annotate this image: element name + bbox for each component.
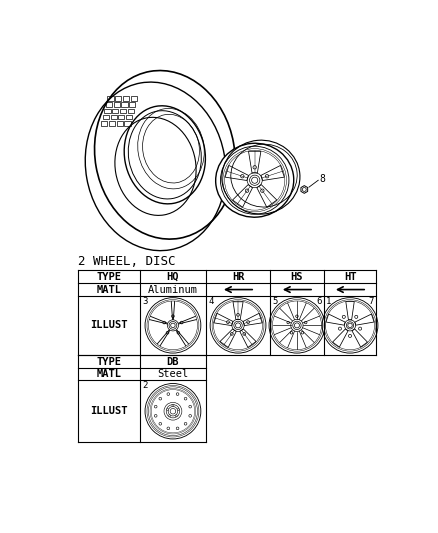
Bar <box>107 96 113 101</box>
Circle shape <box>180 321 183 324</box>
Circle shape <box>154 405 157 408</box>
Circle shape <box>296 315 298 318</box>
Text: Aluminum: Aluminum <box>148 285 198 295</box>
Bar <box>110 115 117 119</box>
Circle shape <box>265 174 269 178</box>
Circle shape <box>189 415 191 417</box>
Circle shape <box>159 398 162 400</box>
Bar <box>109 121 115 126</box>
Bar <box>101 121 107 126</box>
Text: HQ: HQ <box>167 272 179 282</box>
Text: ILLUST: ILLUST <box>90 320 128 330</box>
Circle shape <box>175 415 177 417</box>
Text: 4: 4 <box>208 296 214 305</box>
Bar <box>123 96 129 101</box>
Text: HR: HR <box>232 272 244 282</box>
Circle shape <box>247 321 250 324</box>
Circle shape <box>189 405 191 408</box>
Bar <box>113 102 120 107</box>
Bar <box>104 109 110 113</box>
Circle shape <box>177 409 179 410</box>
Circle shape <box>172 315 174 318</box>
Bar <box>118 115 124 119</box>
Circle shape <box>230 333 233 335</box>
Circle shape <box>166 409 169 410</box>
Bar <box>115 96 121 101</box>
Circle shape <box>184 398 187 400</box>
Text: HT: HT <box>344 272 356 282</box>
Bar <box>121 102 127 107</box>
Text: 7: 7 <box>369 296 374 305</box>
Text: 2: 2 <box>142 381 148 390</box>
Bar <box>117 121 123 126</box>
Text: 2 WHEEL, DISC: 2 WHEEL, DISC <box>78 255 176 268</box>
Circle shape <box>166 332 169 334</box>
Circle shape <box>359 327 362 330</box>
Text: TYPE: TYPE <box>96 272 121 282</box>
Text: Steel: Steel <box>157 369 189 379</box>
Text: MATL: MATL <box>96 369 121 379</box>
Circle shape <box>355 316 358 318</box>
Bar <box>127 109 134 113</box>
Circle shape <box>177 332 180 334</box>
Circle shape <box>261 189 264 192</box>
Circle shape <box>349 334 352 337</box>
Text: ILLUST: ILLUST <box>90 406 128 416</box>
Circle shape <box>304 321 307 324</box>
Circle shape <box>237 313 240 316</box>
Circle shape <box>342 316 345 318</box>
Circle shape <box>245 189 249 192</box>
Text: TYPE: TYPE <box>96 357 121 367</box>
Bar <box>131 96 137 101</box>
Text: DB: DB <box>167 357 179 367</box>
Bar <box>120 109 126 113</box>
Circle shape <box>287 321 290 324</box>
Circle shape <box>226 321 230 324</box>
Bar <box>129 102 135 107</box>
Circle shape <box>176 393 179 395</box>
Circle shape <box>240 174 244 178</box>
Circle shape <box>154 415 157 417</box>
Text: 3: 3 <box>142 296 148 305</box>
Text: 8: 8 <box>320 174 326 184</box>
Circle shape <box>290 332 293 334</box>
Circle shape <box>172 405 174 407</box>
Bar <box>124 121 131 126</box>
Text: 6: 6 <box>316 296 321 305</box>
Circle shape <box>176 427 179 430</box>
Circle shape <box>167 427 170 430</box>
Circle shape <box>301 332 304 334</box>
Text: MATL: MATL <box>96 285 121 295</box>
Circle shape <box>243 333 246 335</box>
Circle shape <box>169 415 171 417</box>
Ellipse shape <box>215 143 294 217</box>
Circle shape <box>163 321 166 324</box>
Bar <box>106 102 112 107</box>
Bar <box>112 109 118 113</box>
Circle shape <box>184 423 187 425</box>
Circle shape <box>167 393 170 395</box>
Text: 5: 5 <box>272 296 278 305</box>
Text: 1: 1 <box>326 296 332 305</box>
Circle shape <box>253 166 256 169</box>
Bar <box>103 115 109 119</box>
Circle shape <box>159 423 162 425</box>
Text: HS: HS <box>291 272 303 282</box>
Bar <box>126 115 132 119</box>
Circle shape <box>339 327 342 330</box>
